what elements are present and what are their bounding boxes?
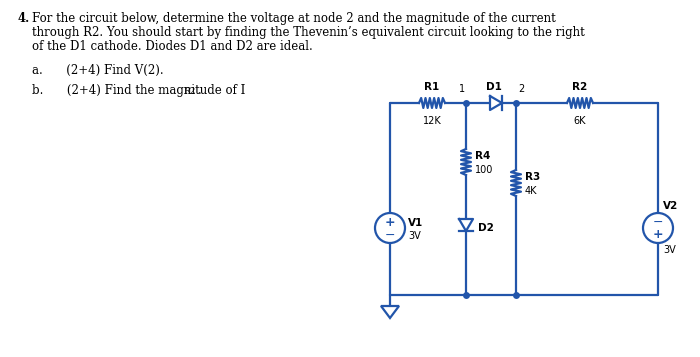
- Text: R1: R1: [424, 82, 440, 92]
- Text: 12K: 12K: [423, 116, 442, 126]
- Text: of the D1 cathode. Diodes D1 and D2 are ideal.: of the D1 cathode. Diodes D1 and D2 are …: [32, 40, 313, 53]
- Text: through R2. You should start by finding the Thevenin’s equivalent circuit lookin: through R2. You should start by finding …: [32, 26, 584, 39]
- Text: V1: V1: [408, 218, 424, 228]
- Text: 4K: 4K: [525, 186, 538, 196]
- Text: D2: D2: [478, 223, 494, 233]
- Text: 1: 1: [459, 84, 465, 94]
- Text: +: +: [652, 228, 664, 241]
- Text: R2: R2: [184, 87, 196, 96]
- Text: −: −: [652, 216, 664, 228]
- Text: 3V: 3V: [408, 231, 421, 241]
- Text: a.  (2+4) Find V(2).: a. (2+4) Find V(2).: [32, 64, 164, 77]
- Text: 3V: 3V: [663, 245, 676, 255]
- Text: +: +: [385, 216, 396, 228]
- Text: 4.: 4.: [18, 12, 30, 25]
- Text: V2: V2: [663, 201, 678, 211]
- Text: 100: 100: [475, 165, 493, 175]
- Text: D1: D1: [486, 82, 502, 92]
- Text: −: −: [385, 228, 396, 241]
- Text: 6K: 6K: [574, 116, 587, 126]
- Text: R3: R3: [525, 172, 540, 182]
- Text: R4: R4: [475, 151, 491, 161]
- Text: For the circuit below, determine the voltage at node 2 and the magnitude of the : For the circuit below, determine the vol…: [32, 12, 556, 25]
- Text: b.  (2+4) Find the magnitude of I: b. (2+4) Find the magnitude of I: [32, 84, 246, 97]
- Text: 2: 2: [518, 84, 524, 94]
- Text: R2: R2: [573, 82, 587, 92]
- Text: .: .: [198, 84, 202, 97]
